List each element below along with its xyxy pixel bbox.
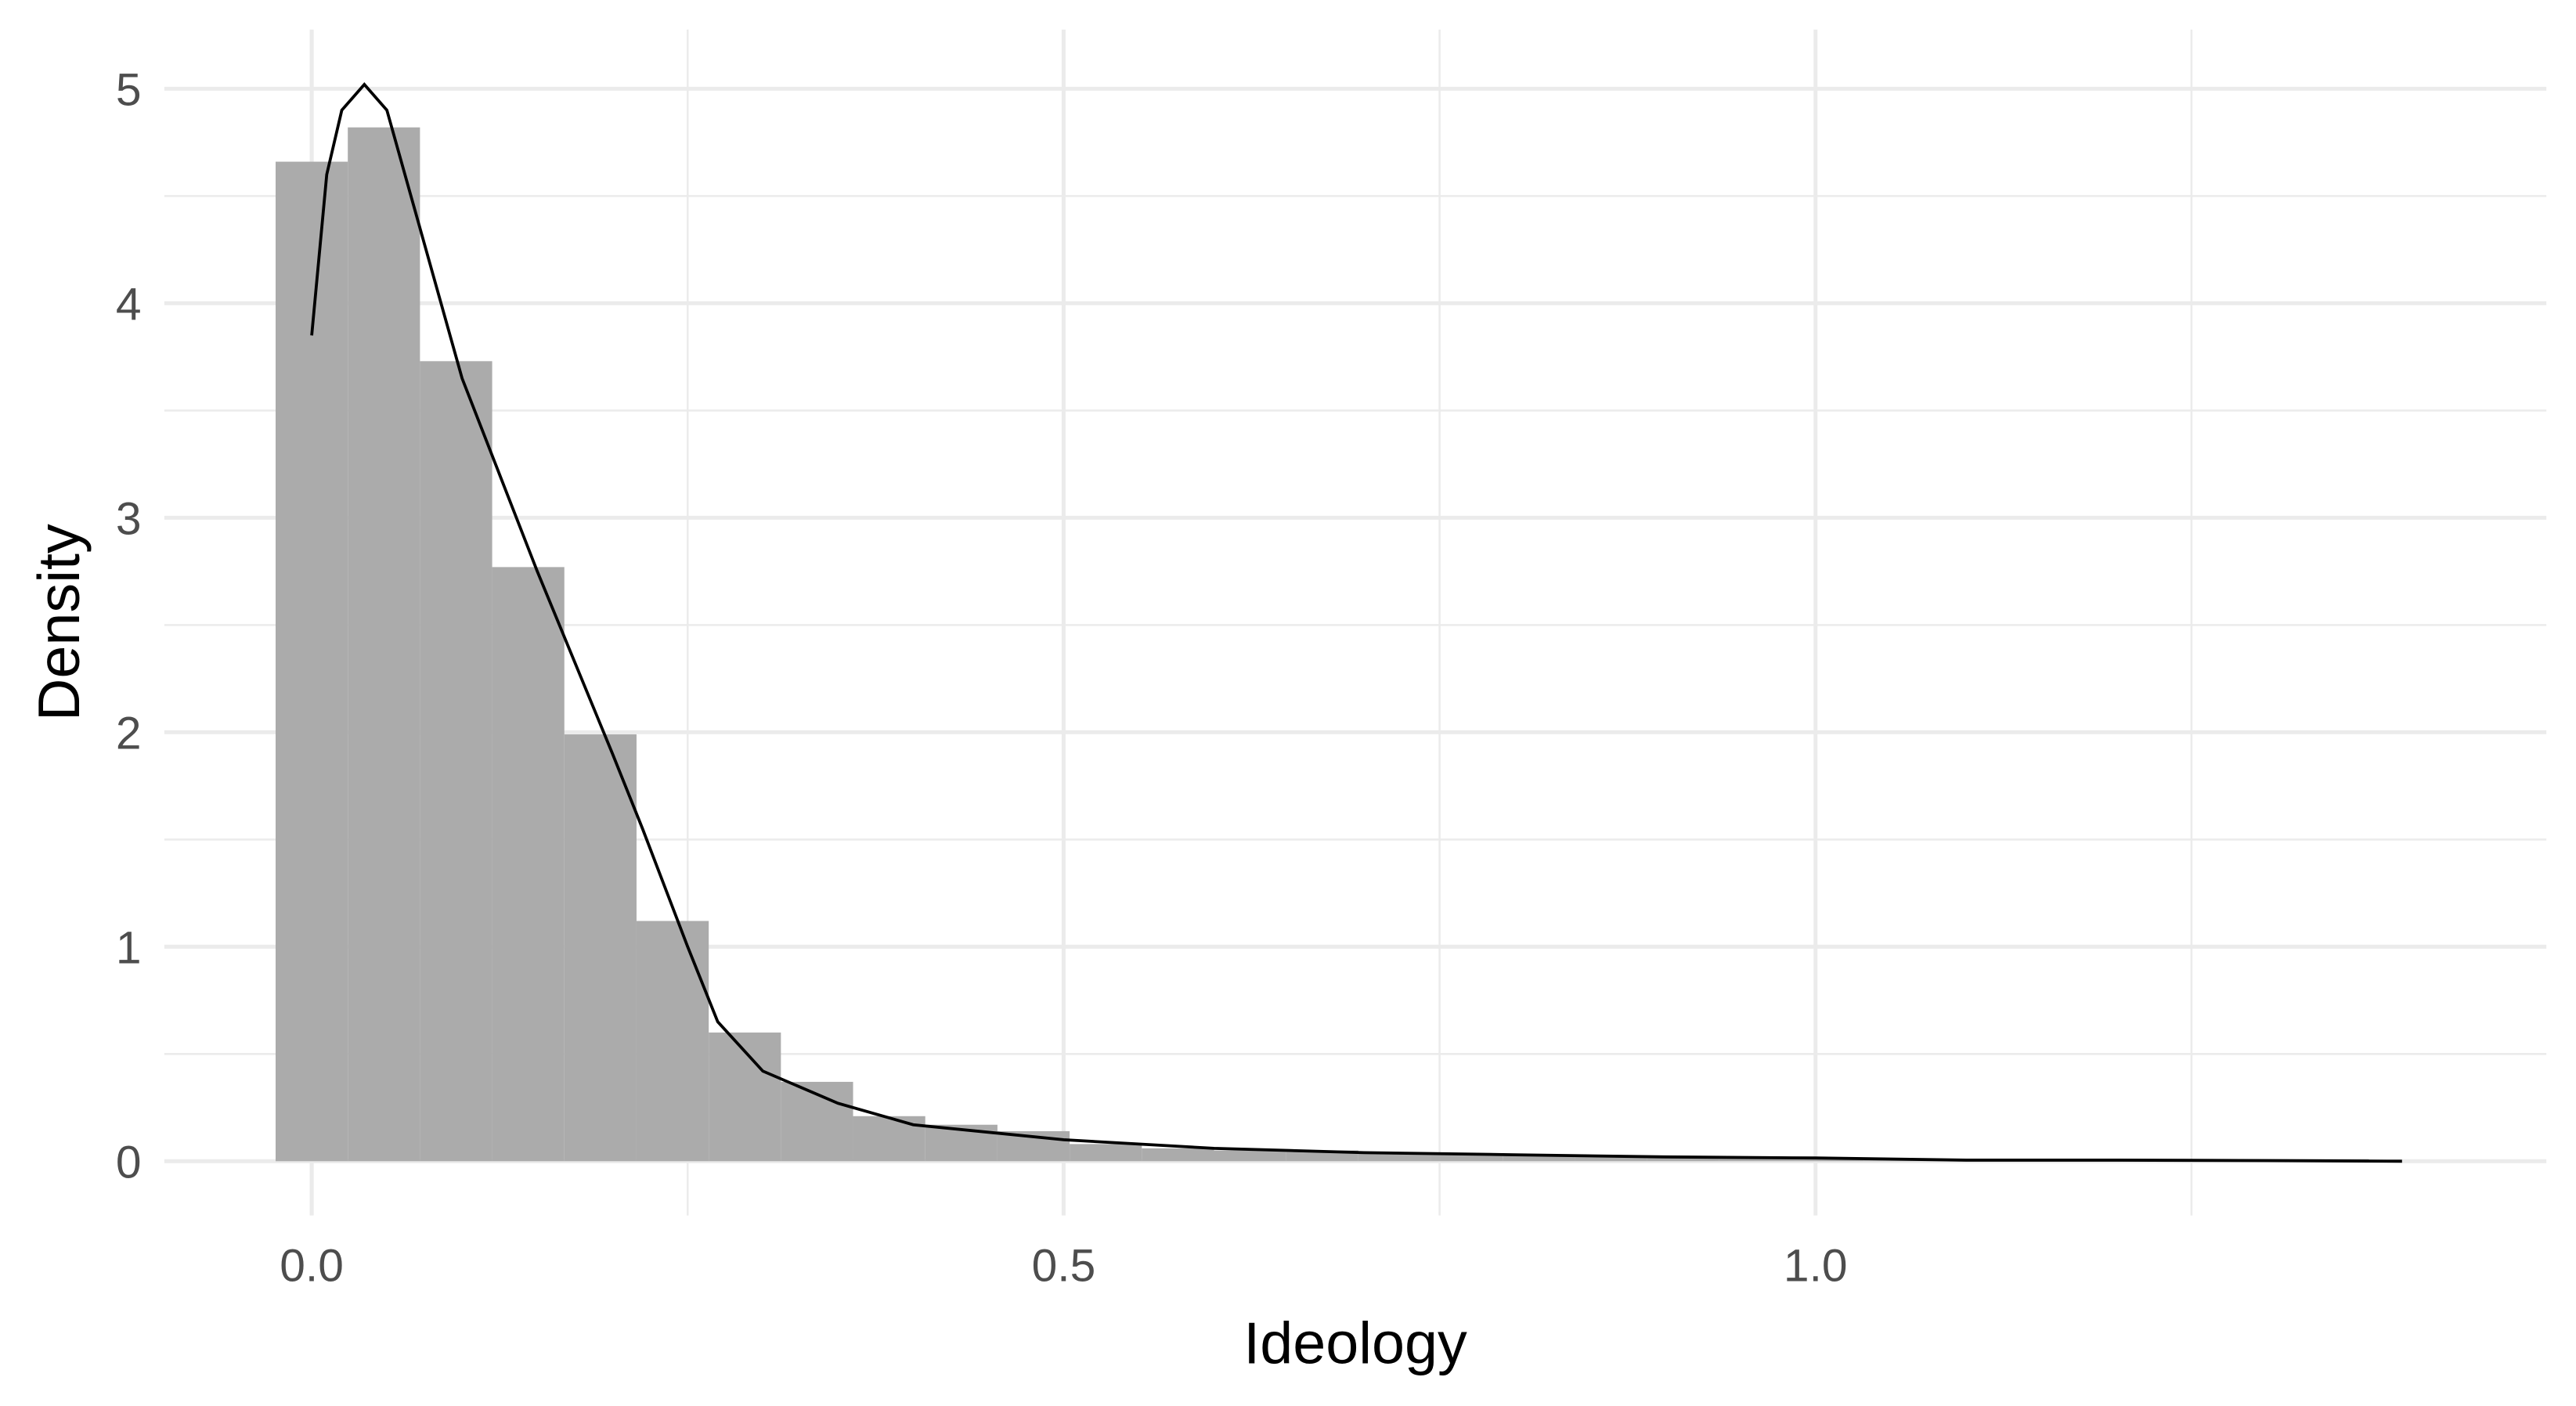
histogram-bar	[420, 361, 492, 1162]
histogram-bar	[636, 921, 709, 1162]
x-tick-label: 0.0	[280, 1241, 344, 1292]
histogram-bar	[1503, 1155, 1575, 1162]
histogram-bar	[1358, 1152, 1431, 1162]
histogram-bar	[1791, 1159, 1864, 1162]
histogram-bar	[564, 734, 637, 1162]
y-tick-label: 0	[116, 1137, 142, 1188]
y-axis-title: Density	[27, 524, 92, 721]
histogram-bar	[348, 127, 420, 1162]
x-axis-title: Ideology	[1243, 1310, 1467, 1376]
histogram-bar	[1575, 1156, 1647, 1162]
y-tick-label: 5	[116, 64, 142, 115]
histogram-bar	[492, 567, 565, 1162]
y-tick-label: 1	[116, 922, 142, 973]
histogram-bar	[1070, 1144, 1142, 1162]
x-tick-label: 1.0	[1784, 1241, 1848, 1292]
histogram-bar	[853, 1116, 925, 1162]
y-tick-label: 4	[116, 279, 142, 330]
y-tick-label: 3	[116, 493, 142, 544]
histogram-bar	[1142, 1148, 1214, 1162]
x-tick-label: 0.5	[1032, 1241, 1096, 1292]
histogram-bar	[1214, 1150, 1286, 1162]
histogram-bar	[1431, 1155, 1503, 1162]
histogram-bar	[1719, 1156, 1792, 1162]
density-line	[310, 82, 2402, 1163]
histogram-bar	[1647, 1156, 1719, 1162]
histogram-bar	[276, 161, 348, 1162]
histogram-bar	[709, 1032, 781, 1162]
y-tick-label: 2	[116, 708, 142, 759]
